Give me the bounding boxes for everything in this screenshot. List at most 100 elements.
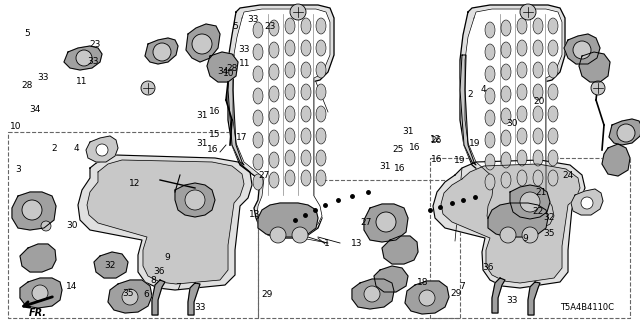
Ellipse shape [269, 42, 279, 58]
Text: 17: 17 [236, 133, 248, 142]
Ellipse shape [517, 150, 527, 166]
Text: 27: 27 [360, 218, 372, 227]
Text: 34: 34 [217, 68, 228, 76]
Polygon shape [207, 52, 238, 82]
Text: 4: 4 [74, 144, 79, 153]
Ellipse shape [517, 18, 527, 34]
Text: 34: 34 [29, 105, 41, 114]
Text: 29: 29 [262, 290, 273, 299]
Text: 10: 10 [10, 122, 22, 131]
Text: 13: 13 [249, 210, 260, 219]
Ellipse shape [485, 110, 495, 126]
Polygon shape [228, 5, 334, 238]
Text: 16: 16 [431, 155, 442, 164]
Ellipse shape [285, 128, 295, 144]
Ellipse shape [548, 128, 558, 144]
Text: 9: 9 [165, 253, 170, 262]
Ellipse shape [485, 66, 495, 82]
Circle shape [500, 227, 516, 243]
Polygon shape [528, 282, 540, 315]
Circle shape [520, 4, 536, 20]
Ellipse shape [269, 152, 279, 168]
Polygon shape [382, 236, 418, 264]
Ellipse shape [253, 44, 263, 60]
Text: 26: 26 [431, 136, 442, 145]
Text: 3: 3 [15, 165, 20, 174]
Text: 11: 11 [76, 77, 88, 86]
Ellipse shape [316, 18, 326, 34]
Circle shape [617, 124, 635, 142]
Ellipse shape [301, 170, 311, 186]
Ellipse shape [301, 106, 311, 122]
Text: 30: 30 [66, 221, 77, 230]
Text: 33: 33 [38, 73, 49, 82]
Ellipse shape [501, 108, 511, 124]
Text: 31: 31 [380, 162, 391, 171]
Circle shape [270, 227, 286, 243]
Polygon shape [108, 280, 152, 313]
Text: 16: 16 [207, 145, 218, 154]
Text: 2: 2 [468, 90, 473, 99]
Ellipse shape [485, 174, 495, 190]
Ellipse shape [253, 88, 263, 104]
Text: 23: 23 [264, 22, 276, 31]
Circle shape [122, 289, 138, 305]
Text: 16: 16 [409, 143, 420, 152]
Ellipse shape [285, 150, 295, 166]
Ellipse shape [485, 44, 495, 60]
Text: 28: 28 [226, 64, 237, 73]
Polygon shape [460, 55, 476, 165]
Polygon shape [441, 164, 580, 283]
Ellipse shape [285, 106, 295, 122]
Polygon shape [609, 119, 640, 145]
Polygon shape [152, 280, 165, 315]
Text: 19: 19 [454, 156, 465, 165]
Circle shape [292, 227, 308, 243]
Polygon shape [510, 185, 550, 219]
Ellipse shape [253, 110, 263, 126]
Text: 10: 10 [223, 69, 235, 78]
Polygon shape [20, 278, 62, 308]
Text: 13: 13 [351, 239, 363, 248]
Ellipse shape [517, 40, 527, 56]
Text: 33: 33 [194, 303, 205, 312]
Ellipse shape [501, 42, 511, 58]
Ellipse shape [501, 86, 511, 102]
Polygon shape [364, 204, 408, 242]
Polygon shape [175, 183, 215, 217]
Text: 14: 14 [66, 282, 77, 291]
Ellipse shape [501, 64, 511, 80]
Polygon shape [186, 24, 220, 62]
Circle shape [185, 190, 205, 210]
Text: 36: 36 [482, 263, 493, 272]
Ellipse shape [485, 154, 495, 170]
Text: 2: 2 [52, 144, 57, 153]
Ellipse shape [548, 170, 558, 186]
Polygon shape [602, 144, 630, 176]
Ellipse shape [253, 22, 263, 38]
Ellipse shape [269, 64, 279, 80]
Polygon shape [228, 55, 244, 165]
Text: 19: 19 [469, 139, 481, 148]
Ellipse shape [548, 18, 558, 34]
Ellipse shape [316, 170, 326, 186]
Polygon shape [465, 9, 562, 233]
Circle shape [520, 192, 540, 212]
Text: 16: 16 [209, 108, 220, 116]
Text: 31: 31 [196, 111, 207, 120]
Text: 6: 6 [143, 290, 148, 299]
Circle shape [141, 81, 155, 95]
Ellipse shape [533, 106, 543, 122]
Ellipse shape [285, 40, 295, 56]
Ellipse shape [533, 84, 543, 100]
Text: 32: 32 [543, 213, 555, 222]
Ellipse shape [301, 62, 311, 78]
Ellipse shape [533, 170, 543, 186]
Ellipse shape [316, 84, 326, 100]
Ellipse shape [253, 174, 263, 190]
Ellipse shape [533, 40, 543, 56]
Ellipse shape [533, 18, 543, 34]
Text: 11: 11 [239, 60, 250, 68]
Ellipse shape [253, 66, 263, 82]
Text: 7: 7 [460, 282, 465, 291]
